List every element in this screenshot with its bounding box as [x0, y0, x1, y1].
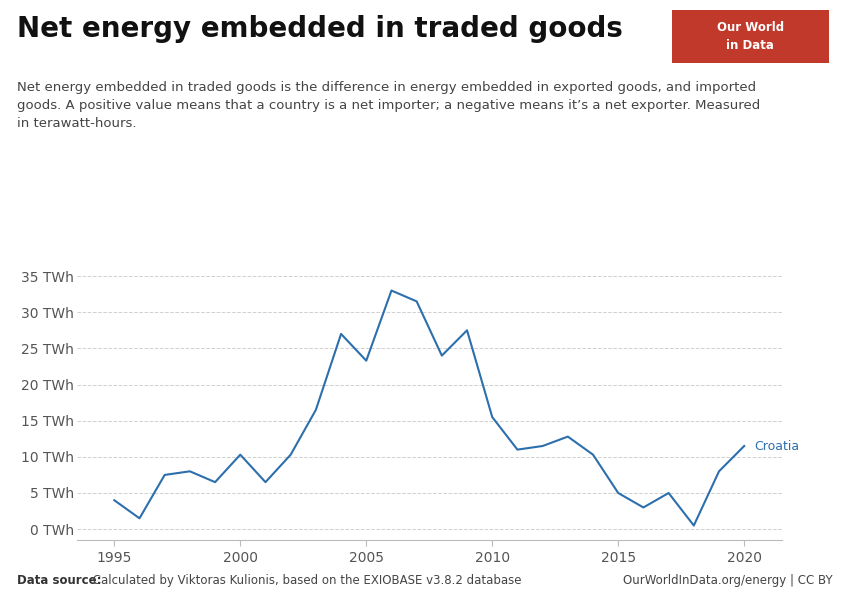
Text: Net energy embedded in traded goods is the difference in energy embedded in expo: Net energy embedded in traded goods is t… — [17, 81, 760, 130]
Text: Calculated by Viktoras Kulionis, based on the EXIOBASE v3.8.2 database: Calculated by Viktoras Kulionis, based o… — [89, 574, 522, 587]
Text: Data source:: Data source: — [17, 574, 101, 587]
Text: Net energy embedded in traded goods: Net energy embedded in traded goods — [17, 15, 623, 43]
Text: Croatia: Croatia — [754, 439, 799, 452]
Text: Our World
in Data: Our World in Data — [717, 21, 784, 52]
Text: OurWorldInData.org/energy | CC BY: OurWorldInData.org/energy | CC BY — [623, 574, 833, 587]
